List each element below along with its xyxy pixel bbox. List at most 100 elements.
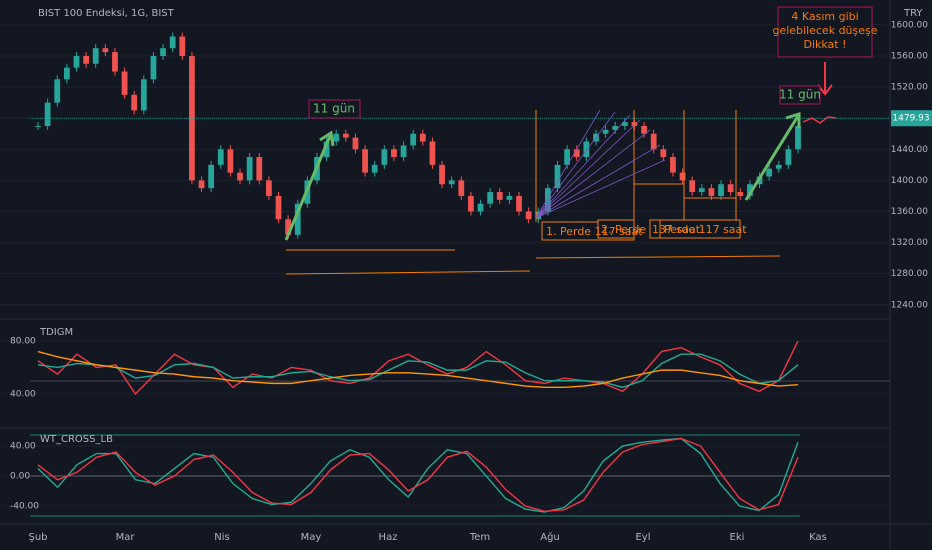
candle <box>419 133 426 142</box>
candle <box>54 79 61 103</box>
price-tag <box>891 110 932 127</box>
candle <box>670 157 676 173</box>
annotation: 4 Kasım gibi <box>791 10 858 23</box>
y-tick-label: 1600.00 <box>891 20 928 30</box>
candle <box>679 172 686 181</box>
x-tick-label: Eki <box>730 532 745 543</box>
candle <box>391 149 397 158</box>
candle <box>747 184 753 196</box>
y-tick-label: 1320.00 <box>891 238 928 248</box>
candle <box>342 133 349 138</box>
candle <box>150 55 157 80</box>
indicator-line <box>37 340 799 396</box>
price-tag-label: 1479.93 <box>892 114 929 124</box>
candle <box>795 125 801 150</box>
indicator-line <box>37 437 799 513</box>
candle <box>237 172 243 181</box>
annotation: 2. Perde <box>601 223 646 236</box>
candle <box>160 48 166 56</box>
candle <box>698 188 705 193</box>
x-tick-label: Şub <box>28 532 47 543</box>
candle <box>323 141 330 158</box>
candle <box>92 48 99 64</box>
candle <box>121 71 128 95</box>
candle <box>352 137 359 150</box>
x-tick-label: Tem <box>469 532 490 543</box>
indicator-line <box>37 437 799 512</box>
candle <box>660 149 667 158</box>
candle <box>189 55 195 181</box>
candle <box>333 133 340 142</box>
annotation: Perde 117 saat <box>664 223 747 236</box>
y-tick-label: 1280.00 <box>891 269 928 279</box>
trend-line <box>285 270 531 275</box>
y-tick-label: 80.00 <box>10 336 36 346</box>
candle <box>641 125 647 134</box>
pane-title: TDIGM <box>39 327 73 338</box>
y-tick-label: 1240.00 <box>891 300 928 310</box>
candle <box>602 129 609 134</box>
x-tick-label: Ağu <box>540 531 560 543</box>
candle <box>169 36 176 49</box>
candle <box>718 184 724 196</box>
indicator-line <box>37 350 799 389</box>
candle <box>689 180 696 193</box>
annotation-box <box>597 219 635 239</box>
indicator-line <box>37 353 799 389</box>
drawings <box>284 6 873 275</box>
candle <box>525 211 532 220</box>
y-tick-label: 1400.00 <box>891 176 928 186</box>
candle <box>650 133 657 150</box>
candle <box>112 52 118 72</box>
candle <box>217 149 224 165</box>
candle <box>63 67 70 80</box>
x-tick-label: May <box>301 532 322 543</box>
x-tick-label: Eyl <box>635 532 650 543</box>
candle <box>468 195 474 212</box>
candle <box>294 203 301 235</box>
y-tick-label: 1560.00 <box>891 51 928 61</box>
annotation: 1. Perde 117 saat <box>546 225 643 238</box>
y-tick-label: 40.00 <box>10 442 36 452</box>
candle <box>429 141 436 165</box>
annotation: 11 gün <box>779 88 821 102</box>
candle <box>516 195 522 212</box>
fan-lines <box>535 109 666 219</box>
annotation: Dikkat ! <box>803 38 846 51</box>
candle <box>737 192 744 196</box>
candle <box>612 125 619 130</box>
candle <box>477 203 484 212</box>
candle <box>400 145 407 158</box>
arrow <box>744 111 801 201</box>
candle <box>564 149 570 165</box>
y-tick-label: 40.00 <box>10 389 36 399</box>
candle <box>496 192 503 200</box>
candle <box>487 192 494 204</box>
candle <box>410 133 417 146</box>
x-tick-label: Mar <box>116 532 136 543</box>
y-tick-label: 1520.00 <box>891 83 928 93</box>
candle <box>727 184 734 193</box>
candle <box>83 55 89 64</box>
candle <box>102 48 109 53</box>
candle <box>179 36 186 56</box>
candle <box>275 195 282 220</box>
candle <box>256 157 263 181</box>
candle <box>506 195 513 200</box>
annotation-box <box>308 99 361 119</box>
chart-title: BIST 100 Endeksi, 1G, BIST <box>38 8 175 19</box>
projection <box>802 116 837 124</box>
annotation: gelebilecek düşeşe <box>772 24 877 37</box>
candle <box>140 79 147 111</box>
candle <box>439 164 445 185</box>
annotation: 11 gün <box>313 102 355 116</box>
candle <box>371 164 378 173</box>
annotation-box <box>779 85 821 105</box>
annotation: 137 saat <box>652 223 701 236</box>
candle <box>544 188 551 212</box>
y-tick-label: 0.00 <box>10 472 30 482</box>
candle <box>785 149 792 165</box>
annotation-box <box>777 6 873 58</box>
